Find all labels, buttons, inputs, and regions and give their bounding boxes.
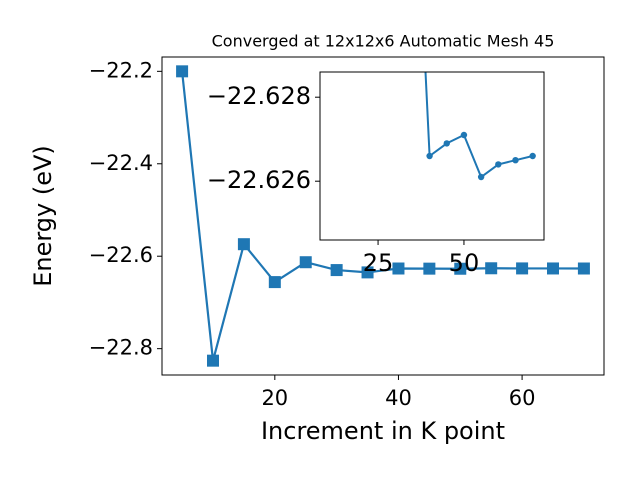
y-tick-label: −22.6 bbox=[89, 243, 153, 267]
marker bbox=[529, 152, 536, 160]
x-tick-label: 50 bbox=[449, 249, 480, 277]
marker bbox=[423, 262, 436, 275]
y-tick-label: −22.4 bbox=[89, 151, 153, 175]
x-tick-label: 40 bbox=[385, 386, 412, 410]
plot-clip bbox=[424, 72, 536, 181]
marker bbox=[512, 157, 519, 164]
marker bbox=[485, 262, 498, 275]
marker bbox=[207, 354, 219, 367]
y-tick-label: −22.626 bbox=[207, 166, 311, 194]
marker bbox=[495, 161, 502, 168]
x-axis-label: Increment in K point bbox=[261, 417, 505, 445]
marker bbox=[547, 262, 559, 275]
marker bbox=[330, 264, 343, 277]
marker bbox=[577, 262, 590, 275]
marker bbox=[460, 131, 468, 139]
y-tick-label: −22.2 bbox=[89, 58, 153, 82]
marker bbox=[361, 266, 374, 279]
chart-title: Converged at 12x12x6 Automatic Mesh 45 bbox=[212, 32, 555, 51]
y-tick-label: −22.628 bbox=[207, 82, 311, 110]
x-tick-label: 60 bbox=[509, 386, 536, 410]
x-tick-label: 20 bbox=[261, 386, 288, 410]
marker bbox=[516, 262, 529, 275]
marker bbox=[237, 238, 250, 251]
marker bbox=[443, 140, 450, 147]
marker bbox=[268, 276, 281, 289]
marker bbox=[426, 152, 433, 160]
plot-clip bbox=[176, 65, 590, 367]
marker bbox=[477, 173, 485, 181]
y-tick-label: −22.8 bbox=[89, 336, 153, 360]
marker bbox=[176, 65, 189, 78]
axes-frame bbox=[319, 71, 545, 241]
marker bbox=[299, 256, 312, 269]
x-tick-label: 25 bbox=[363, 249, 394, 277]
marker bbox=[392, 262, 405, 275]
y-axis-label: Energy (eV) bbox=[29, 145, 57, 287]
axes-frame bbox=[161, 56, 605, 376]
marker bbox=[454, 262, 467, 275]
